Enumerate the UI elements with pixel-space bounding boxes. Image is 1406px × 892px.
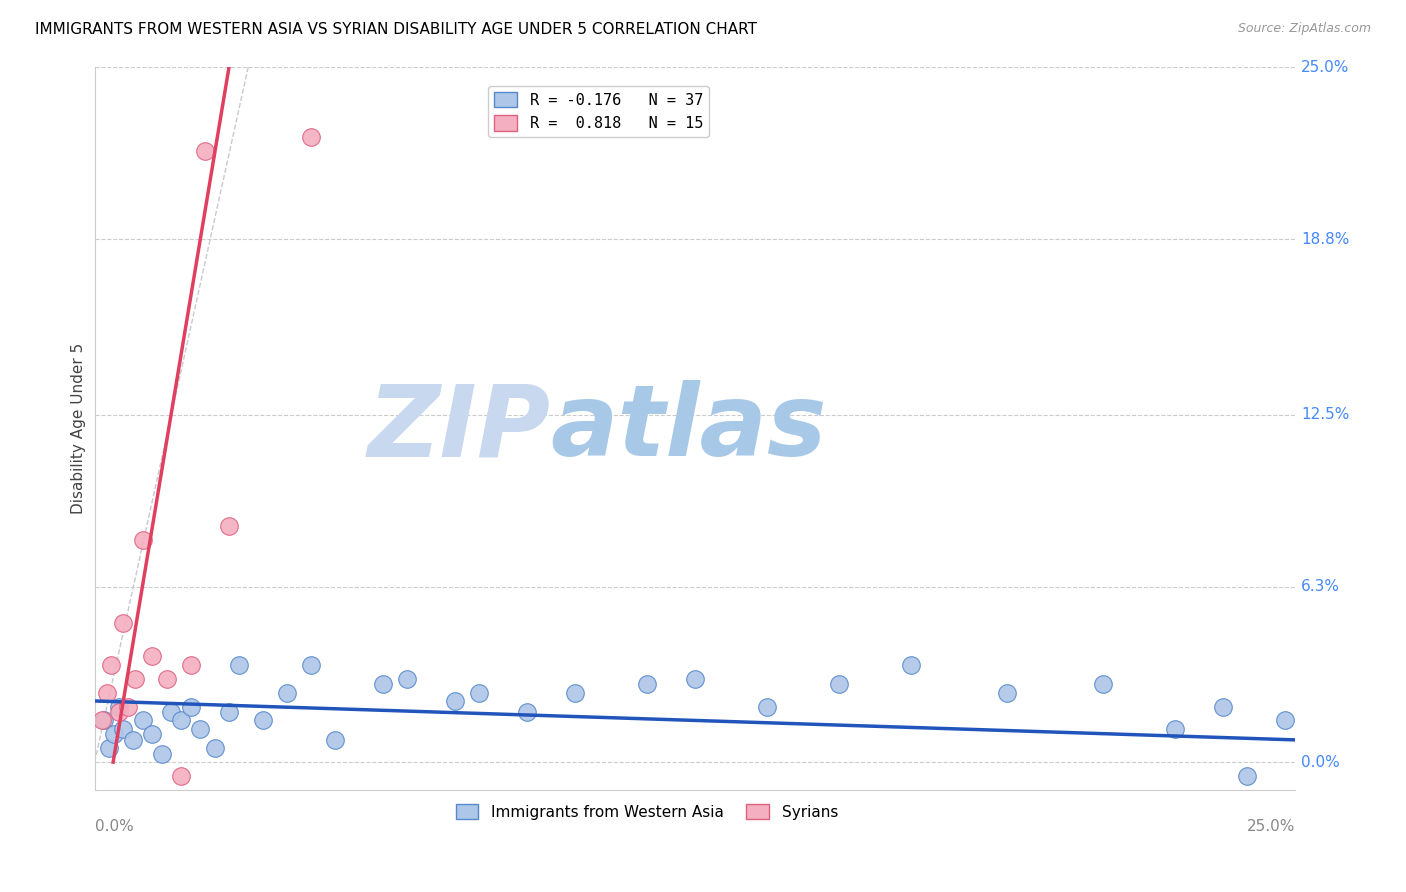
Point bbox=[141, 727, 163, 741]
Point bbox=[900, 657, 922, 672]
Text: 12.5%: 12.5% bbox=[1301, 407, 1350, 422]
Point bbox=[96, 685, 118, 699]
Point bbox=[564, 685, 586, 699]
Text: 0.0%: 0.0% bbox=[1301, 755, 1340, 770]
Text: ZIP: ZIP bbox=[368, 380, 551, 477]
Text: 25.0%: 25.0% bbox=[1247, 819, 1295, 834]
Point bbox=[1236, 769, 1258, 783]
Point bbox=[755, 699, 778, 714]
Point bbox=[323, 732, 346, 747]
Point bbox=[371, 677, 394, 691]
Point bbox=[443, 694, 465, 708]
Point bbox=[252, 714, 274, 728]
Point bbox=[170, 769, 193, 783]
Point bbox=[1212, 699, 1234, 714]
Point bbox=[155, 672, 177, 686]
Point bbox=[131, 533, 153, 547]
Point bbox=[636, 677, 658, 691]
Legend: Immigrants from Western Asia, Syrians: Immigrants from Western Asia, Syrians bbox=[450, 797, 844, 826]
Point bbox=[112, 616, 135, 631]
Point bbox=[107, 699, 129, 714]
Point bbox=[170, 714, 193, 728]
Point bbox=[124, 672, 146, 686]
Point bbox=[395, 672, 418, 686]
Point bbox=[90, 714, 112, 728]
Point bbox=[995, 685, 1018, 699]
Point bbox=[299, 129, 322, 144]
Point bbox=[204, 741, 226, 756]
Point bbox=[1274, 714, 1296, 728]
Point bbox=[828, 677, 851, 691]
Text: Source: ZipAtlas.com: Source: ZipAtlas.com bbox=[1237, 22, 1371, 36]
Point bbox=[150, 747, 173, 761]
Text: 6.3%: 6.3% bbox=[1301, 580, 1340, 594]
Point bbox=[683, 672, 706, 686]
Point bbox=[1091, 677, 1114, 691]
Point bbox=[141, 649, 163, 664]
Point bbox=[194, 144, 217, 158]
Point bbox=[1164, 722, 1187, 736]
Point bbox=[228, 657, 250, 672]
Point bbox=[160, 705, 183, 719]
Text: 18.8%: 18.8% bbox=[1301, 232, 1350, 247]
Point bbox=[112, 722, 135, 736]
Point bbox=[117, 699, 139, 714]
Point bbox=[467, 685, 489, 699]
Point bbox=[107, 705, 129, 719]
Text: 25.0%: 25.0% bbox=[1301, 60, 1350, 75]
Point bbox=[100, 657, 122, 672]
Point bbox=[218, 518, 240, 533]
Point bbox=[122, 732, 145, 747]
Point bbox=[98, 741, 121, 756]
Point bbox=[180, 699, 202, 714]
Point bbox=[188, 722, 211, 736]
Text: 0.0%: 0.0% bbox=[94, 819, 134, 834]
Point bbox=[276, 685, 298, 699]
Point bbox=[299, 657, 322, 672]
Point bbox=[180, 657, 202, 672]
Text: atlas: atlas bbox=[551, 380, 827, 477]
Point bbox=[103, 727, 125, 741]
Y-axis label: Disability Age Under 5: Disability Age Under 5 bbox=[72, 343, 86, 514]
Text: IMMIGRANTS FROM WESTERN ASIA VS SYRIAN DISABILITY AGE UNDER 5 CORRELATION CHART: IMMIGRANTS FROM WESTERN ASIA VS SYRIAN D… bbox=[35, 22, 758, 37]
Point bbox=[131, 714, 153, 728]
Point bbox=[93, 714, 115, 728]
Point bbox=[218, 705, 240, 719]
Point bbox=[516, 705, 538, 719]
